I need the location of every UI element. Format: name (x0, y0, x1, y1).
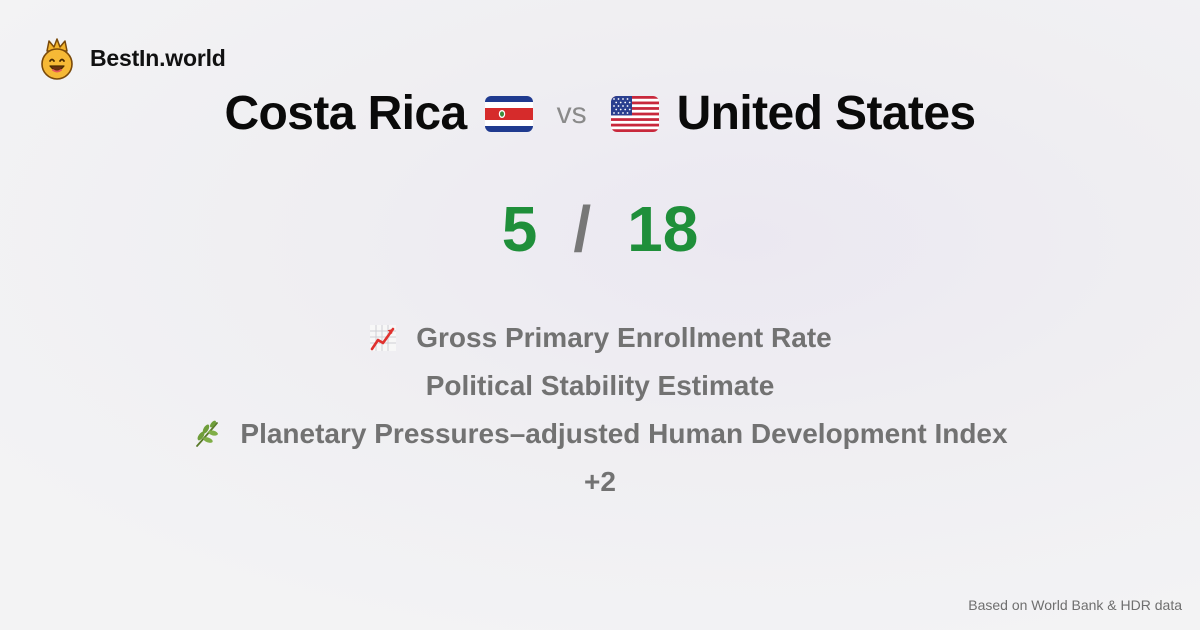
source-note: Based on World Bank & HDR data (968, 597, 1182, 613)
smiling-crown-face-icon (41, 38, 73, 80)
herb-icon (196, 420, 219, 447)
metric-item: Planetary Pressures–adjusted Human Devel… (192, 410, 1008, 458)
metric-label: Gross Primary Enrollment Rate (416, 322, 832, 353)
left-country-name[interactable]: Costa Rica (224, 87, 467, 140)
metric-item-more[interactable]: +2 (584, 458, 616, 506)
right-score: 18 (627, 193, 699, 265)
metric-label: Political Stability Estimate (425, 370, 775, 401)
right-country-name[interactable]: United States (676, 87, 977, 140)
vs-label: vs (556, 96, 587, 130)
left-score: 5 (501, 193, 538, 265)
score-summary: 5 / 18 (0, 192, 1200, 266)
metric-item: Gross Primary Enrollment Rate (368, 314, 832, 362)
metric-label: Planetary Pressures–adjusted Human Devel… (240, 418, 1008, 449)
score-separator: / (573, 193, 592, 265)
brand-name: BestIn.world (90, 44, 226, 71)
more-metrics-count: +2 (584, 466, 616, 497)
metric-item: Political Stability Estimate (426, 362, 775, 410)
chart-increasing-icon (370, 325, 397, 351)
brand[interactable]: BestIn.world (38, 36, 226, 80)
costa-rica-flag-icon (484, 95, 533, 132)
comparison-title: Costa Rica vs United States (0, 86, 1200, 141)
united-states-flag-icon (610, 95, 659, 132)
metric-list: Gross Primary Enrollment Rate Political … (0, 314, 1200, 506)
